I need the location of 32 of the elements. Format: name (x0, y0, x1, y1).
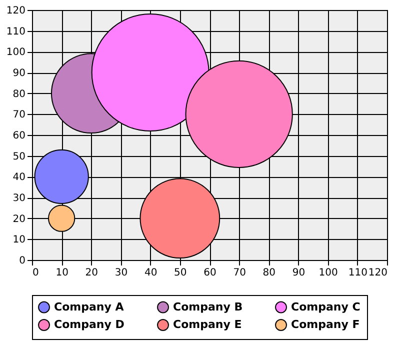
y-tick-label: 40 (12, 172, 26, 184)
y-tick-label: 20 (12, 214, 26, 225)
x-tick-label: 10 (56, 268, 68, 278)
y-tick-label: 10 (12, 234, 26, 246)
legend-label: Company A (54, 300, 124, 314)
x-tick-label: 120 (368, 268, 388, 278)
legend-label: Company F (291, 318, 360, 331)
x-tick-label: 70 (233, 268, 246, 278)
y-tick-label: 100 (6, 47, 26, 58)
x-tick-label: 0 (32, 268, 39, 278)
y-tick-label: 60 (12, 130, 26, 142)
y-tick-label: 30 (12, 193, 26, 204)
x-tick-label: 80 (262, 268, 276, 278)
legend-label: Company D (54, 318, 124, 331)
y-tick-label: 70 (12, 110, 26, 121)
x-tick-label: 60 (204, 268, 216, 278)
x-tick-label: 100 (318, 268, 338, 278)
y-tick-label: 120 (6, 6, 26, 16)
x-tick-label: 40 (144, 268, 158, 278)
y-tick-label: 50 (12, 151, 26, 162)
x-tick-label: 30 (114, 268, 128, 278)
y-tick-label: 0 (19, 256, 26, 266)
x-tick-label: 110 (348, 268, 368, 278)
y-tick-label: 90 (12, 68, 26, 79)
x-tick-label: 90 (292, 268, 306, 278)
x-tick-label: 20 (85, 268, 98, 278)
legend-label: Company C (291, 300, 360, 314)
y-tick-label: 80 (12, 88, 26, 100)
y-tick-label: 110 (6, 26, 26, 38)
x-tick-label: 50 (174, 268, 187, 278)
legend-label: Company E (173, 318, 242, 331)
legend-label: Company B (173, 300, 243, 314)
